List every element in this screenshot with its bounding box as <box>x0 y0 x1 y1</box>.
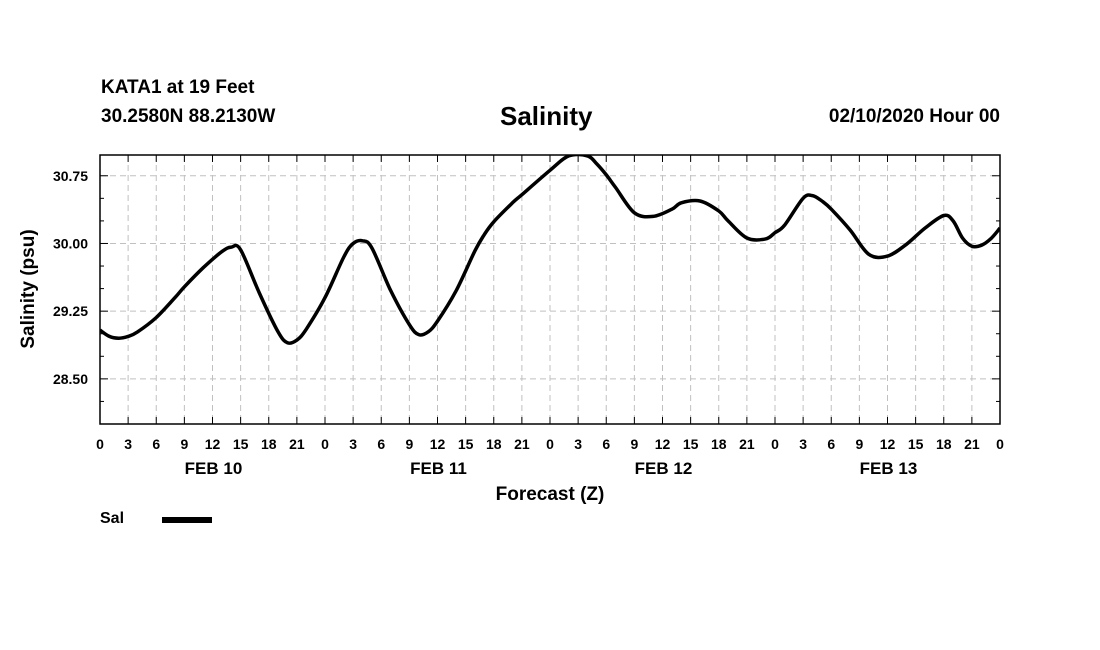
x-tick-label: 0 <box>96 436 104 452</box>
x-tick-label: 15 <box>683 436 699 452</box>
x-tick-label: 21 <box>289 436 305 452</box>
x-tick-label: 18 <box>936 436 952 452</box>
x-tick-label: 21 <box>964 436 980 452</box>
ticks <box>99 155 1001 425</box>
x-tick-label: 18 <box>486 436 502 452</box>
x-tick-label: 0 <box>996 436 1004 452</box>
x-tick-label: 9 <box>855 436 863 452</box>
x-tick-label: 12 <box>205 436 221 452</box>
tick-labels: 0 3 6 9 12 15 18 21 0 3 6 9 12 15 18 21 0 3 6 9 12 15 18 21 0 3 6 9… <box>53 168 1004 478</box>
x-tick-label: 21 <box>514 436 530 452</box>
x-tick-label: 12 <box>880 436 896 452</box>
x-tick-label: 3 <box>574 436 582 452</box>
x-tick-label: 6 <box>827 436 835 452</box>
x-tick-label: 21 <box>739 436 755 452</box>
x-tick-label: 12 <box>655 436 671 452</box>
x-tick-label: 6 <box>602 436 610 452</box>
x-tick-label: 18 <box>711 436 727 452</box>
x-tick-label: 9 <box>405 436 413 452</box>
grid <box>100 155 1000 424</box>
x-tick-label: 0 <box>321 436 329 452</box>
legend-line-swatch <box>162 517 212 523</box>
x-tick-label: 15 <box>458 436 474 452</box>
x-tick-label: 15 <box>908 436 924 452</box>
series-line-sal <box>100 155 1000 345</box>
station-coordinates: 30.2580N 88.2130W <box>101 106 276 127</box>
forecast-datetime: 02/10/2020 Hour 00 <box>828 106 1000 127</box>
x-tick-label: 3 <box>799 436 807 452</box>
x-tick-label: 9 <box>630 436 638 452</box>
x-tick-label: 0 <box>546 436 554 452</box>
day-label: FEB 10 <box>185 459 243 478</box>
day-label: FEB 13 <box>860 459 918 478</box>
x-tick-label: 15 <box>233 436 249 452</box>
y-axis-label: Salinity (psu) <box>18 229 39 348</box>
x-tick-label: 0 <box>771 436 779 452</box>
y-tick-label: 30.75 <box>53 168 88 184</box>
x-tick-label: 12 <box>430 436 446 452</box>
x-tick-label: 6 <box>377 436 385 452</box>
x-tick-label: 3 <box>124 436 132 452</box>
day-label: FEB 11 <box>410 459 467 478</box>
x-axis-label: Forecast (Z) <box>496 484 605 505</box>
x-tick-label: 3 <box>349 436 357 452</box>
chart-title: Salinity <box>500 101 593 131</box>
legend-label: Sal <box>100 510 125 527</box>
x-tick-label: 9 <box>180 436 188 452</box>
y-tick-label: 28.50 <box>53 371 88 387</box>
y-tick-label: 30.00 <box>53 235 88 251</box>
day-label: FEB 12 <box>635 459 693 478</box>
x-tick-label: 6 <box>152 436 160 452</box>
y-tick-label: 29.25 <box>53 303 88 319</box>
series-layer <box>100 155 1000 345</box>
x-tick-label: 18 <box>261 436 277 452</box>
station-name: KATA1 at 19 Feet <box>101 77 255 98</box>
